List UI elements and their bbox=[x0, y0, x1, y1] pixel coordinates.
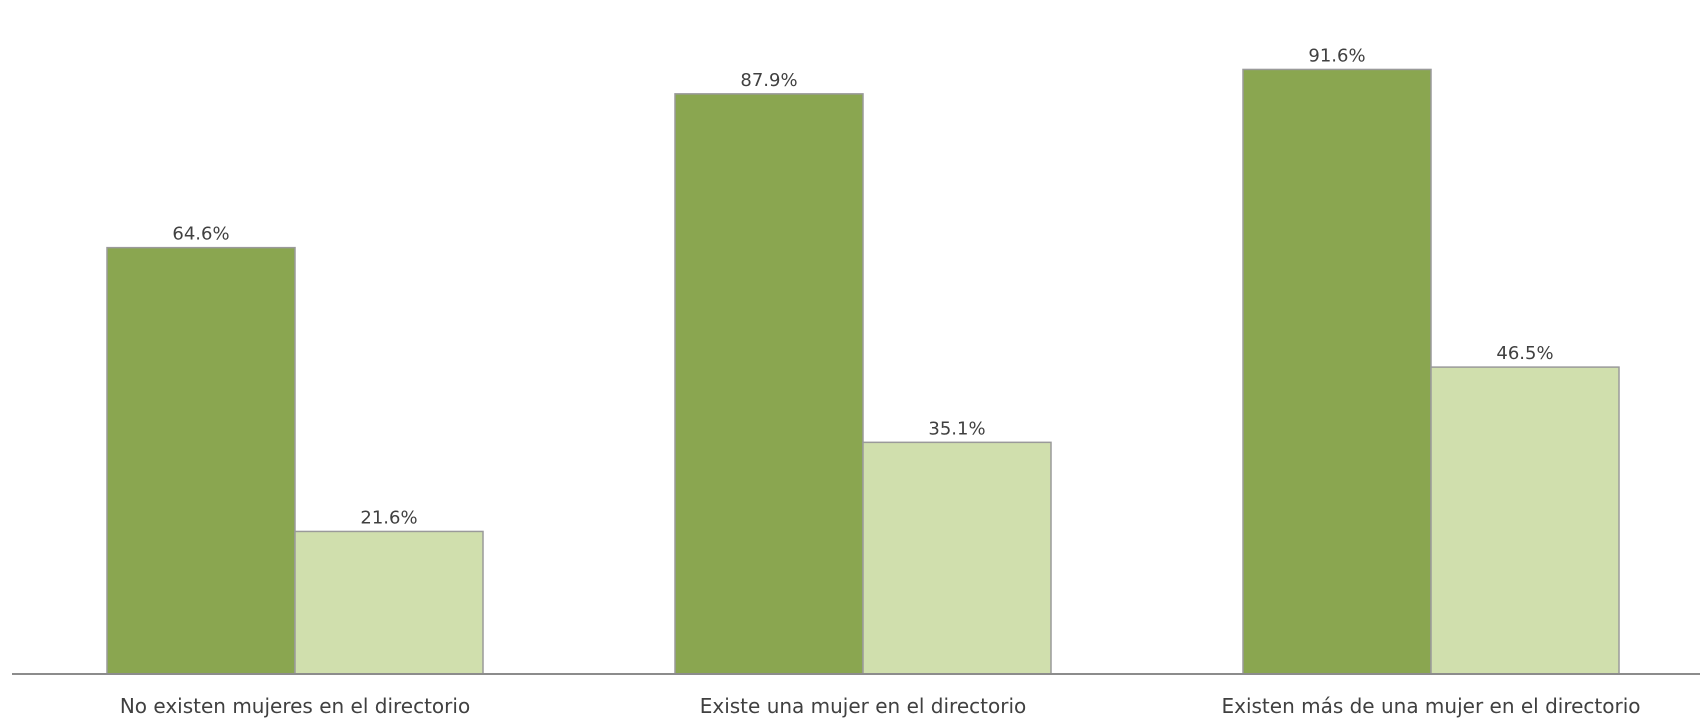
data-label-series-1-cat-0: 21.6% bbox=[360, 507, 417, 528]
bar-series-1-cat-0 bbox=[294, 530, 484, 675]
data-label-series-1-cat-1: 35.1% bbox=[928, 418, 985, 439]
bar-series-1-cat-2 bbox=[1430, 366, 1620, 675]
category-label-1: Existe una mujer en el directorio bbox=[700, 694, 1027, 718]
data-label-series-0-cat-1: 87.9% bbox=[740, 70, 797, 91]
bar-series-0-cat-0 bbox=[106, 246, 296, 675]
data-labels-layer: 64.6% 21.6% 87.9% 35.1% 91.6% 46.5% bbox=[172, 45, 1553, 528]
category-label-2: Existen más de una mujer en el directori… bbox=[1221, 694, 1640, 718]
bar-series-0-cat-2 bbox=[1242, 68, 1432, 675]
data-label-series-1-cat-2: 46.5% bbox=[1496, 343, 1553, 364]
data-label-series-0-cat-2: 91.6% bbox=[1308, 45, 1365, 66]
category-label-0: No existen mujeres en el directorio bbox=[120, 694, 470, 718]
bar-series-1-cat-1 bbox=[862, 441, 1052, 675]
bar-series-0-cat-1 bbox=[674, 93, 864, 675]
data-label-series-0-cat-0: 64.6% bbox=[172, 224, 229, 245]
bars-layer bbox=[106, 68, 1620, 675]
category-labels-layer: No existen mujeres en el directorio Exist… bbox=[120, 694, 1641, 718]
